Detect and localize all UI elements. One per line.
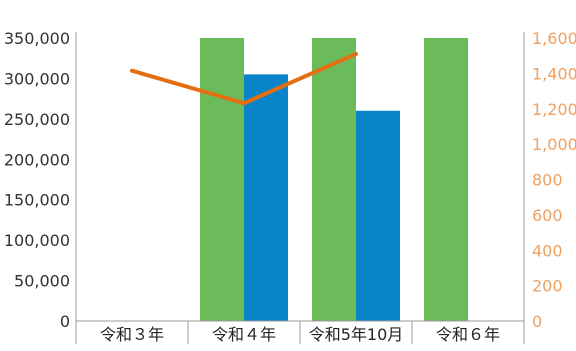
right-tick-label: 1,600 (532, 29, 576, 48)
left-tick-label: 50,000 (14, 272, 70, 291)
left-tick-label: 200,000 (4, 150, 70, 169)
bar-series2-2 (244, 74, 288, 321)
right-tick-label: 0 (532, 312, 542, 331)
left-tick-label: 350,000 (4, 29, 70, 48)
right-tick-label: 800 (532, 171, 563, 190)
bar-series1-4 (424, 38, 468, 321)
left-tick-label: 0 (60, 312, 70, 331)
right-tick-label: 1,200 (532, 100, 576, 119)
bar-series2-3 (356, 111, 400, 321)
category-label: 令和４年 (212, 325, 276, 344)
bar-series1-2 (200, 38, 244, 321)
category-label: 令和３年 (100, 325, 164, 344)
category-label: 令和６年 (436, 325, 500, 344)
right-tick-label: 200 (532, 277, 563, 296)
right-tick-label: 400 (532, 241, 563, 260)
bar-series1-3 (312, 38, 356, 321)
left-tick-label: 300,000 (4, 69, 70, 88)
left-tick-label: 100,000 (4, 231, 70, 250)
category-label: 令和5年10月 (309, 325, 404, 344)
right-tick-label: 1,000 (532, 135, 576, 154)
right-tick-label: 1,400 (532, 64, 576, 83)
left-tick-label: 250,000 (4, 110, 70, 129)
right-tick-label: 600 (532, 206, 563, 225)
bars-layer (200, 38, 468, 321)
labels-layer: 0 50,000 100,000 150,000 200,000 250,000 300,0… (4, 29, 576, 344)
left-tick-label: 150,000 (4, 191, 70, 210)
